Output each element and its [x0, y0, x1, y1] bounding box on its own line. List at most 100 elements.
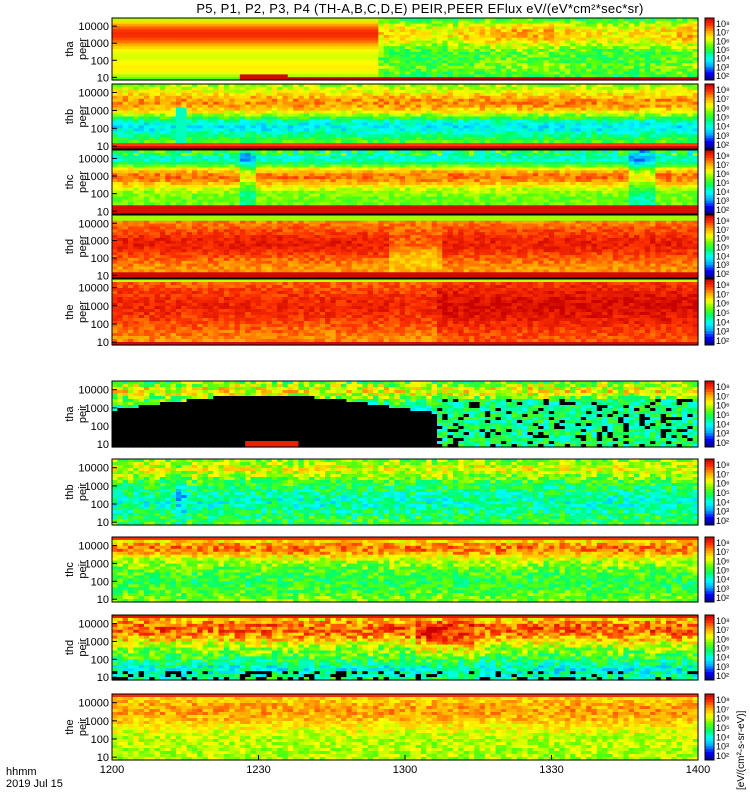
heatmap-cell [420, 40, 427, 44]
heatmap-cell [575, 60, 582, 64]
heatmap-cell [682, 63, 688, 67]
heatmap-cell [319, 65, 326, 70]
heatmap-cell [245, 23, 252, 28]
heatmap-cell [229, 54, 236, 59]
heatmap-cell [357, 63, 363, 67]
heatmap-cell [149, 46, 156, 50]
heatmap-cell [570, 68, 577, 73]
heatmap-cell [405, 57, 411, 61]
heatmap-cell [325, 63, 332, 67]
heatmap-cell [154, 32, 161, 36]
heatmap-cell [426, 20, 433, 25]
heatmap-cell [612, 23, 619, 28]
heatmap-cell [415, 63, 422, 67]
heatmap-cell [586, 54, 593, 59]
heatmap-cell [511, 68, 518, 73]
heatmap-cell [175, 54, 182, 59]
heatmap-cell [282, 71, 289, 75]
heatmap-cell [676, 77, 683, 81]
heatmap-cell [319, 37, 326, 42]
heatmap-cell [138, 54, 145, 59]
heatmap-cell [554, 49, 561, 53]
heatmap-cell [655, 43, 662, 47]
heatmap-cell [474, 65, 481, 70]
heatmap-cell [522, 71, 529, 75]
heatmap-cell [170, 32, 177, 36]
heatmap-cell [165, 49, 172, 53]
heatmap-cell [447, 34, 454, 39]
heatmap-cell [527, 74, 534, 78]
heatmap-cell [447, 18, 454, 22]
heatmap-cell [341, 51, 347, 56]
heatmap-cell [458, 34, 465, 39]
heatmap-cell [159, 51, 166, 56]
heatmap-cell [271, 74, 278, 78]
heatmap-cell [687, 23, 694, 28]
heatmap-cell [373, 37, 379, 42]
heatmap-cell [330, 57, 337, 61]
heatmap-cell [266, 57, 273, 61]
heatmap-cell [138, 49, 145, 53]
heatmap-cell [394, 29, 401, 33]
heatmap-cell [378, 34, 385, 39]
heatmap-cell [197, 54, 204, 59]
heatmap-cell [650, 74, 656, 78]
heatmap-cell [559, 54, 566, 59]
heatmap-cell [133, 63, 140, 67]
heatmap-cell [436, 34, 443, 39]
heatmap-cell [399, 23, 406, 28]
heatmap-cell [357, 40, 363, 44]
heatmap-cell [474, 40, 481, 44]
heatmap-cell [586, 65, 593, 70]
heatmap-cell [463, 40, 470, 44]
heatmap-cell [261, 60, 268, 64]
heatmap-cell [682, 18, 688, 22]
heatmap-cell [458, 43, 465, 47]
heatmap-cell [474, 57, 481, 61]
heatmap-cell [271, 29, 278, 33]
heatmap-cell [671, 71, 678, 75]
heatmap-cell [618, 57, 625, 61]
heatmap-cell [287, 63, 294, 67]
heatmap-cell [687, 51, 694, 56]
heatmap-cell [181, 74, 188, 78]
heatmap-cell [282, 63, 289, 67]
heatmap-cell [245, 57, 252, 61]
heatmap-cell [373, 71, 379, 75]
heatmap-cell [436, 77, 443, 81]
heatmap-cell [634, 60, 640, 64]
heatmap-cell [420, 20, 427, 25]
heatmap-cell [602, 65, 609, 70]
heatmap-cell [351, 43, 358, 47]
heatmap-cell [682, 40, 688, 44]
heatmap-cell [394, 71, 401, 75]
heatmap-cell [410, 18, 417, 22]
heatmap-cell [405, 40, 411, 44]
heatmap-cell [506, 68, 513, 73]
heatmap-cell [351, 63, 358, 67]
heatmap-cell [495, 49, 502, 53]
heatmap-cell [149, 26, 156, 30]
heatmap-cell [373, 18, 379, 22]
heatmap-cell [170, 54, 177, 59]
heatmap-cell [618, 26, 625, 30]
heatmap-cell [420, 60, 427, 64]
heatmap-cell [378, 49, 385, 53]
heatmap-cell [191, 49, 198, 53]
heatmap-cell [207, 74, 214, 78]
heatmap-cell [117, 77, 124, 81]
heatmap-cell [452, 29, 459, 33]
heatmap-cell [447, 29, 454, 33]
heatmap-cell [186, 20, 193, 25]
heatmap-cell [170, 18, 177, 22]
heatmap-cell [628, 51, 635, 56]
heatmap-cell [522, 65, 529, 70]
heatmap-cell [335, 20, 342, 25]
heatmap-cell [245, 74, 252, 78]
heatmap-cell [415, 18, 422, 22]
heatmap-cell [191, 74, 198, 78]
heatmap-cell [468, 77, 475, 81]
heatmap-cell [580, 37, 587, 42]
heatmap-cell [602, 23, 609, 28]
